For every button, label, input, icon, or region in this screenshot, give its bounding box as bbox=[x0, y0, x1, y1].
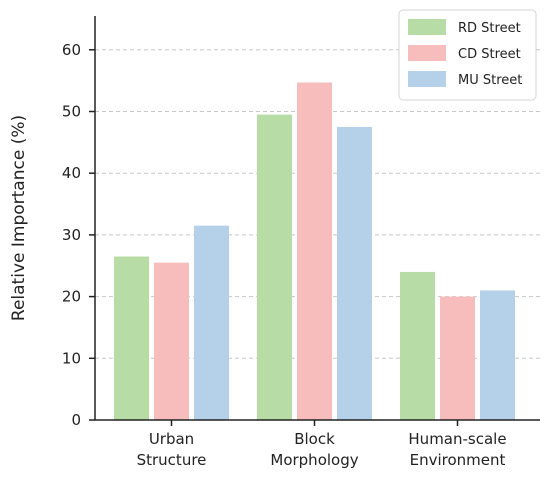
x-tick-label-line: Environment bbox=[410, 451, 506, 469]
axes bbox=[94, 16, 540, 421]
bar-cd-street bbox=[297, 82, 332, 420]
bar-rd-street bbox=[114, 256, 149, 420]
bar-mu-street bbox=[337, 126, 372, 421]
bars bbox=[114, 82, 515, 421]
legend: RD Street CD Street MU Street bbox=[398, 9, 537, 101]
y-tick-label: 30 bbox=[62, 226, 81, 244]
y-axis-label: Relative Importance (%) bbox=[9, 115, 29, 321]
bar-mu-street bbox=[194, 225, 229, 420]
x-tick-label: Urban Structure bbox=[137, 430, 207, 469]
y-ticks: 0 10 20 30 40 50 60 bbox=[62, 41, 95, 429]
y-tick-label: 20 bbox=[62, 288, 81, 306]
bar-cd-street bbox=[154, 262, 189, 420]
bar-rd-street bbox=[257, 114, 292, 421]
legend-label: RD Street bbox=[458, 21, 521, 36]
bar-cd-street bbox=[440, 296, 475, 420]
x-tick-label: Human-scale Environment bbox=[408, 430, 506, 469]
bar-mu-street bbox=[480, 290, 515, 420]
x-tick-label: Block Morphology bbox=[270, 430, 358, 469]
x-tick-label-line: Structure bbox=[137, 451, 207, 469]
x-tick-labels: Urban Structure Block Morphology Human-scale… bbox=[137, 420, 507, 469]
legend-swatch bbox=[408, 45, 446, 61]
y-tick-label: 60 bbox=[62, 41, 81, 59]
y-tick-label: 40 bbox=[62, 164, 81, 182]
x-tick-label-line: Human-scale bbox=[408, 430, 506, 448]
y-tick-label: 0 bbox=[71, 411, 81, 429]
x-tick-label-line: Morphology bbox=[270, 451, 358, 469]
legend-label: MU Street bbox=[458, 73, 522, 88]
x-tick-label-line: Urban bbox=[149, 430, 194, 448]
bar-rd-street bbox=[400, 271, 435, 420]
legend-swatch bbox=[408, 71, 446, 87]
y-tick-label: 50 bbox=[62, 103, 81, 121]
legend-label: CD Street bbox=[458, 47, 521, 62]
x-tick-label-line: Block bbox=[294, 430, 335, 448]
legend-swatch bbox=[408, 19, 446, 35]
y-tick-label: 10 bbox=[62, 349, 81, 367]
